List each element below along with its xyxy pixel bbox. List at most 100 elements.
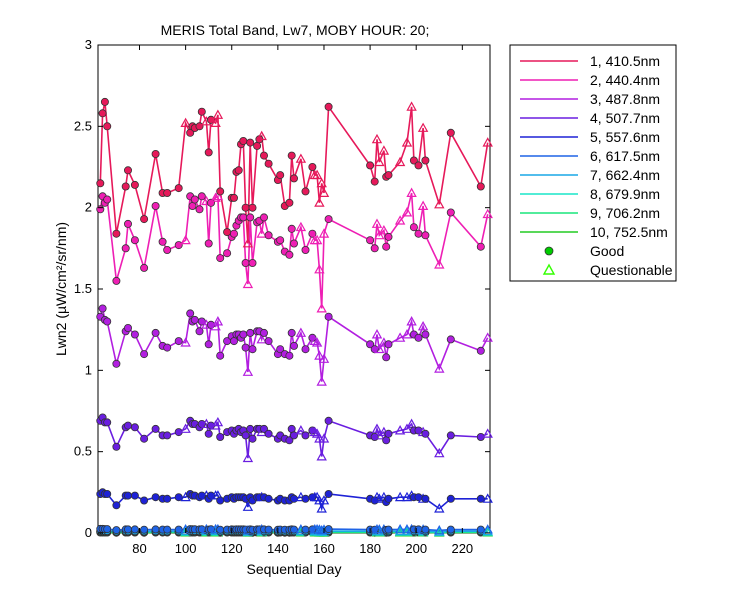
good-point [264,337,273,346]
questionable-point [374,156,385,167]
series-markers-1 [96,97,493,248]
good-point [308,229,317,238]
questionable-point [210,117,221,128]
good-point [103,418,112,427]
good-point [103,122,112,131]
questionable-point [309,335,321,345]
good-point [130,423,139,432]
x-axis-label: Sequential Day [247,561,342,577]
questionable-point [482,493,493,503]
questionable-point [256,333,267,344]
good-point [421,429,430,438]
good-point [112,229,121,238]
good-point [384,525,393,534]
good-point [301,345,310,354]
legend-questionable-marker [542,263,556,275]
good-point [216,351,225,360]
questionable-point [316,177,327,188]
good-point [366,161,375,170]
good-point [239,213,248,222]
good-point [216,525,225,534]
good-point [324,416,333,425]
questionable-point [394,215,406,225]
questionable-point [434,524,445,535]
questionable-point [314,350,325,360]
good-point [204,340,213,349]
good-point [409,223,418,232]
legend-label-2: 2, 440.4nm [590,72,660,88]
good-point [163,525,172,534]
questionable-point [180,423,191,433]
good-point [264,231,273,240]
good-point [216,254,225,263]
good-point [140,263,149,272]
good-point [414,333,423,342]
series-markers-5 [96,488,493,513]
good-point [124,525,133,534]
questionable-point [309,426,321,437]
good-point [197,192,206,201]
questionable-point [318,353,330,363]
y-tick-label: 1.5 [74,281,92,296]
good-point [446,431,455,440]
questionable-point [434,259,445,269]
plot-frame [97,44,491,534]
good-point [163,343,172,352]
questionable-point [242,278,254,289]
good-point [190,195,199,204]
series-markers-4 [96,413,493,463]
questionable-point [374,229,385,240]
questionable-point [482,525,493,536]
good-point [103,489,112,498]
x-tick-label: 140 [267,541,289,556]
plot-area [96,44,493,537]
good-point [301,245,310,254]
good-point [276,171,285,180]
good-point [287,328,296,337]
good-point [384,340,393,349]
good-point [421,494,430,503]
good-point [382,353,391,362]
y-tick-label: 2 [85,200,92,215]
good-point [421,330,430,339]
x-tick-label: 80 [132,541,146,556]
good-point [246,138,255,147]
good-point [248,434,257,443]
good-point [476,525,485,534]
good-point [223,249,232,258]
good-point [112,501,121,510]
good-point [130,236,139,245]
good-point [414,161,423,170]
good-point [301,187,310,196]
x-tick-label: 120 [221,541,243,556]
good-point [384,171,393,180]
good-point [324,312,333,321]
questionable-point [318,433,330,443]
questionable-point [210,192,221,202]
legend-label-9: 9, 706.2nm [590,205,660,221]
questionable-point [316,303,327,313]
good-point [229,193,238,202]
good-point [124,491,133,500]
good-point [130,491,139,500]
questionable-point [406,187,417,197]
good-point [264,429,273,438]
good-point [204,148,213,157]
questionable-point [256,130,267,141]
good-point [241,343,250,352]
good-point [259,213,268,222]
good-point [112,276,121,285]
questionable-point [394,523,406,534]
questionable-point [394,156,406,167]
good-point [241,203,250,212]
legend-questionable-label: Questionable [590,262,673,278]
good-point [446,335,455,344]
questionable-point [316,376,327,386]
y-tick-label: 3 [85,37,92,52]
good-point [229,229,238,238]
good-point [121,182,130,191]
questionable-point [394,491,406,502]
good-point [241,258,250,267]
questionable-point [371,133,383,144]
x-axis: 80 100 120 140 160 180 200 220 [132,45,473,556]
